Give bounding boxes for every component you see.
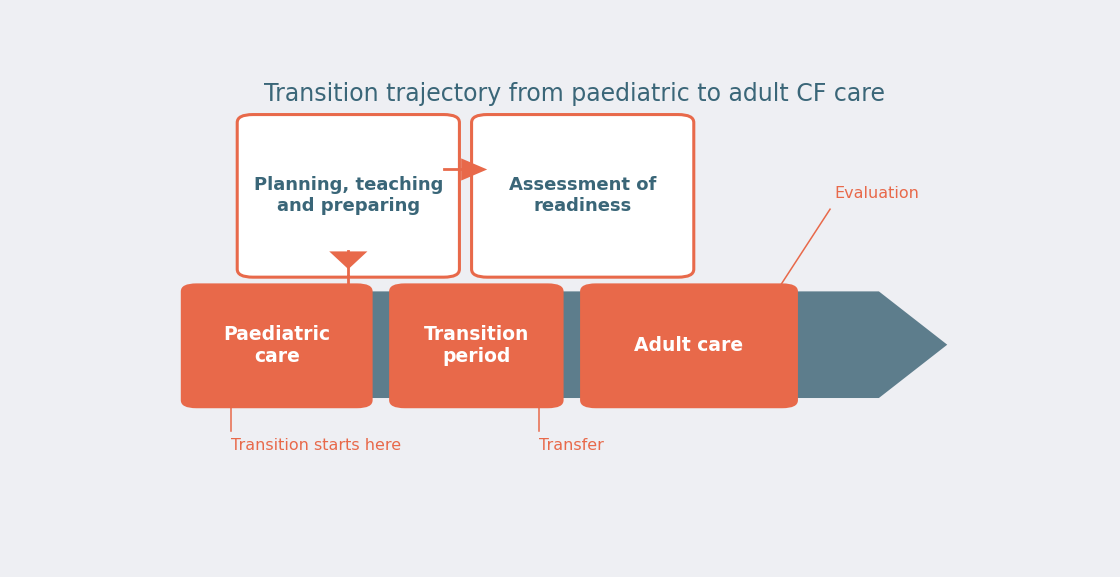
Text: Adult care: Adult care bbox=[634, 336, 744, 355]
Polygon shape bbox=[461, 158, 487, 181]
Text: Transition
period: Transition period bbox=[423, 325, 529, 366]
Polygon shape bbox=[329, 252, 367, 269]
Polygon shape bbox=[329, 291, 367, 309]
Polygon shape bbox=[188, 291, 948, 398]
FancyBboxPatch shape bbox=[472, 115, 693, 277]
FancyBboxPatch shape bbox=[389, 283, 563, 409]
Text: Transfer: Transfer bbox=[540, 438, 604, 453]
Text: Transition trajectory from paediatric to adult CF care: Transition trajectory from paediatric to… bbox=[263, 82, 885, 106]
Text: Paediatric
care: Paediatric care bbox=[223, 325, 330, 366]
Text: Planning, teaching
and preparing: Planning, teaching and preparing bbox=[253, 177, 444, 215]
Text: Transition starts here: Transition starts here bbox=[231, 438, 401, 453]
FancyBboxPatch shape bbox=[237, 115, 459, 277]
Text: Assessment of
readiness: Assessment of readiness bbox=[508, 177, 656, 215]
FancyBboxPatch shape bbox=[580, 283, 797, 409]
Text: Evaluation: Evaluation bbox=[834, 186, 920, 201]
FancyBboxPatch shape bbox=[180, 283, 373, 409]
